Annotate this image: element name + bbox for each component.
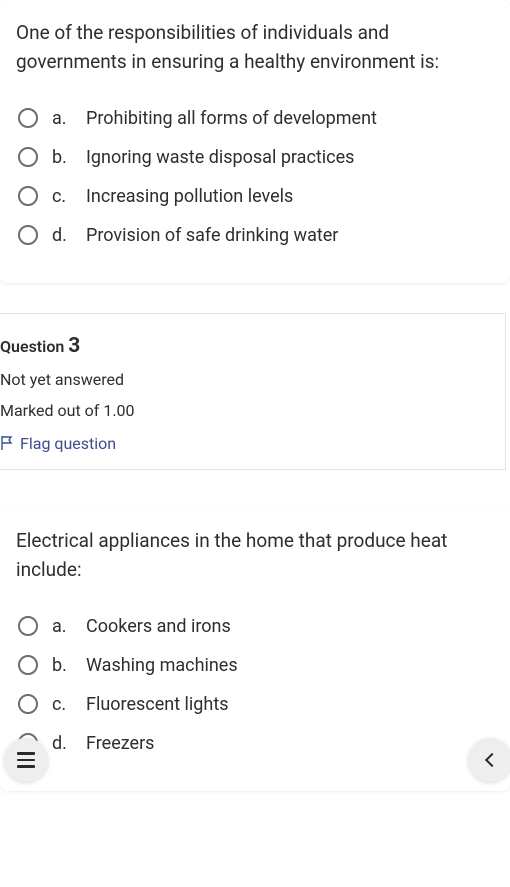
question-marks: Marked out of 1.00 — [0, 395, 505, 426]
radio-button[interactable] — [18, 655, 38, 675]
option-letter: b. — [52, 147, 72, 168]
option-row[interactable]: c. Fluorescent lights — [18, 685, 500, 724]
option-letter: c. — [52, 694, 72, 715]
prev-button[interactable] — [468, 738, 510, 782]
question-text: One of the responsibilities of individua… — [0, 0, 510, 91]
question-number-line: Question 3 — [0, 328, 505, 364]
option-text: Fluorescent lights — [86, 694, 229, 715]
option-row[interactable]: d. Freezers — [18, 724, 500, 763]
radio-button[interactable] — [18, 225, 38, 245]
question-card-1: One of the responsibilities of individua… — [0, 0, 510, 283]
menu-button[interactable] — [4, 738, 48, 782]
option-letter: a. — [52, 108, 72, 129]
question-card-2: Electrical appliances in the home that p… — [0, 508, 510, 791]
option-text: Washing machines — [86, 655, 238, 676]
flag-question-text: Flag question — [20, 434, 116, 453]
radio-button[interactable] — [18, 108, 38, 128]
option-letter: a. — [52, 616, 72, 637]
option-text: Freezers — [86, 733, 154, 754]
radio-button[interactable] — [18, 694, 38, 714]
radio-button[interactable] — [18, 147, 38, 167]
option-text: Provision of safe drinking water — [86, 225, 338, 246]
option-text: Increasing pollution levels — [86, 186, 293, 207]
options-list: a. Prohibiting all forms of development … — [0, 91, 510, 283]
option-letter: d. — [52, 225, 72, 246]
radio-button[interactable] — [18, 616, 38, 636]
question-text: Electrical appliances in the home that p… — [0, 508, 510, 599]
chevron-left-icon — [485, 753, 499, 767]
question-meta: Question 3 Not yet answered Marked out o… — [0, 313, 506, 470]
options-list: a. Cookers and irons b. Washing machines… — [0, 599, 510, 791]
radio-button[interactable] — [18, 186, 38, 206]
option-letter: b. — [52, 655, 72, 676]
question-status: Not yet answered — [0, 364, 505, 395]
option-text: Cookers and irons — [86, 616, 231, 637]
question-label: Question — [0, 337, 64, 356]
option-text: Prohibiting all forms of development — [86, 108, 377, 129]
question-number: 3 — [68, 334, 80, 358]
option-text: Ignoring waste disposal practices — [86, 147, 354, 168]
option-row[interactable]: b. Ignoring waste disposal practices — [18, 138, 500, 177]
option-letter: d. — [52, 733, 72, 754]
option-letter: c. — [52, 186, 72, 207]
option-row[interactable]: c. Increasing pollution levels — [18, 177, 500, 216]
option-row[interactable]: a. Cookers and irons — [18, 607, 500, 646]
option-row[interactable]: d. Provision of safe drinking water — [18, 216, 500, 255]
option-row[interactable]: a. Prohibiting all forms of development — [18, 99, 500, 138]
hamburger-icon — [17, 752, 35, 767]
flag-question-link[interactable]: Flag question — [0, 426, 505, 453]
option-row[interactable]: b. Washing machines — [18, 646, 500, 685]
flag-icon — [0, 435, 14, 451]
